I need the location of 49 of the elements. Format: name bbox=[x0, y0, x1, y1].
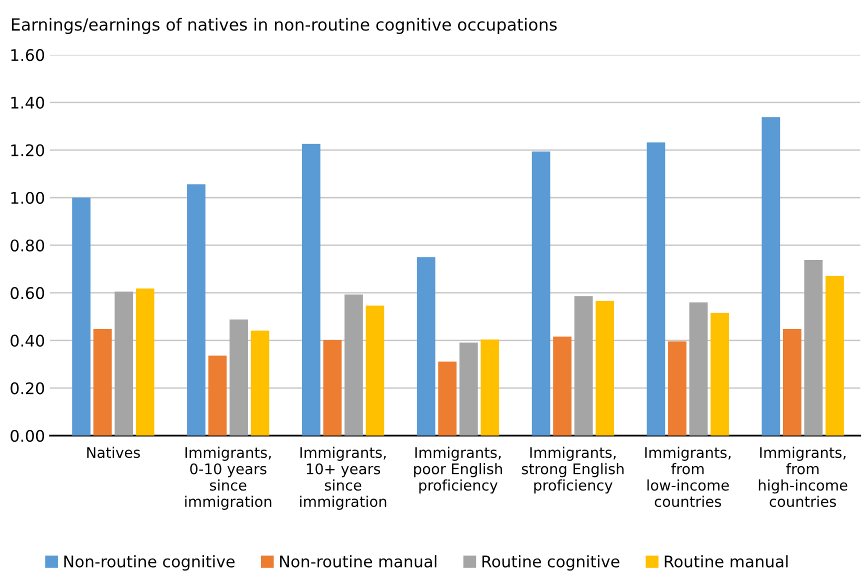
bar bbox=[689, 302, 708, 436]
y-tick-label: 0.80 bbox=[10, 239, 44, 252]
bar bbox=[323, 340, 342, 436]
y-tick-label: 0.40 bbox=[10, 334, 44, 347]
legend-label: Non-routine cognitive bbox=[64, 555, 235, 571]
bar bbox=[596, 300, 614, 436]
bar bbox=[553, 336, 572, 436]
legend-label: Non-routine manual bbox=[280, 555, 436, 568]
bar bbox=[574, 296, 593, 436]
y-tick-label: 1.40 bbox=[11, 96, 44, 109]
y-tick-label: 1.20 bbox=[11, 144, 44, 156]
bar bbox=[114, 292, 134, 436]
bar bbox=[459, 342, 478, 436]
x-tick-label: Natives bbox=[87, 446, 140, 458]
y-tick-label: 0.00 bbox=[10, 430, 44, 442]
bar bbox=[438, 362, 457, 436]
bar bbox=[646, 142, 666, 436]
x-tick-label: Immigrants, from low-income countries bbox=[645, 446, 731, 508]
y-tick-label: 1.00 bbox=[11, 192, 44, 204]
bar bbox=[187, 184, 206, 436]
bar bbox=[230, 319, 248, 436]
x-tick-label: Immigrants, 10+ years since immigration bbox=[300, 446, 386, 510]
bar bbox=[208, 356, 227, 436]
bar bbox=[250, 330, 270, 436]
x-tick-label: Immigrants, from high-income countries bbox=[758, 446, 848, 508]
bar bbox=[136, 288, 154, 436]
bar bbox=[668, 341, 686, 436]
bar bbox=[480, 339, 500, 436]
chart-title: Earnings/earnings of natives in non-routine cognitive occupations bbox=[12, 18, 557, 34]
x-tick-label: Immigrants, strong English proficiency bbox=[522, 446, 624, 494]
legend-label: Routine cognitive bbox=[482, 555, 620, 571]
bar bbox=[416, 257, 436, 436]
bar bbox=[804, 260, 823, 436]
bar bbox=[344, 294, 363, 436]
y-tick-label: 1.60 bbox=[11, 49, 44, 62]
bar bbox=[762, 117, 780, 436]
bar bbox=[366, 306, 384, 436]
y-tick-label: 0.60 bbox=[10, 287, 44, 300]
bar bbox=[710, 312, 729, 436]
bar bbox=[72, 198, 91, 436]
legend-label: Routine manual bbox=[664, 555, 788, 568]
bar bbox=[93, 329, 112, 436]
bar bbox=[826, 276, 844, 436]
x-tick-label: Immigrants, 0-10 years since immigration bbox=[185, 446, 272, 510]
bar bbox=[782, 329, 802, 436]
bar bbox=[532, 151, 550, 436]
bar bbox=[302, 144, 320, 436]
y-tick-label: 0.20 bbox=[10, 382, 44, 394]
x-tick-label: Immigrants, poor English proficiency bbox=[414, 446, 502, 494]
